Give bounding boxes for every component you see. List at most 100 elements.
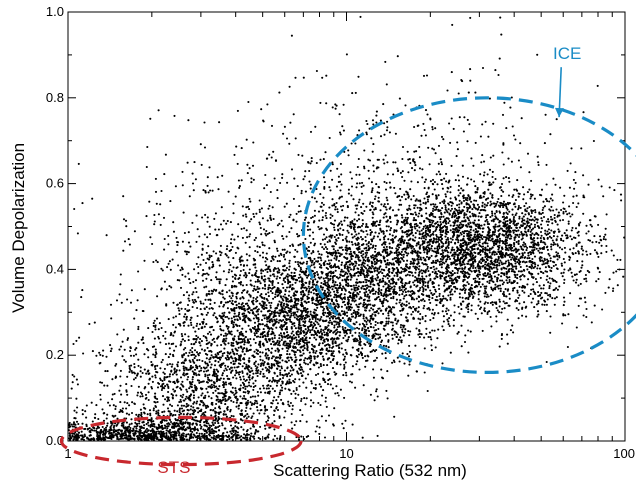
data-point: [306, 363, 310, 366]
data-point: [284, 360, 287, 363]
data-point: [160, 421, 163, 425]
data-point: [341, 279, 344, 282]
data-point: [287, 400, 290, 403]
data-point: [305, 281, 308, 284]
data-point: [187, 375, 190, 379]
data-point: [264, 427, 267, 430]
data-point: [217, 425, 220, 429]
data-point: [270, 312, 273, 315]
data-point: [197, 296, 200, 299]
data-point: [191, 366, 194, 369]
data-point: [154, 368, 157, 371]
data-point: [105, 417, 108, 420]
data-point: [288, 339, 292, 343]
data-point: [151, 380, 154, 383]
data-point: [356, 291, 359, 295]
data-point: [179, 436, 182, 439]
data-point: [412, 265, 415, 268]
data-point: [245, 363, 248, 366]
data-point: [200, 340, 203, 343]
data-point: [239, 341, 242, 344]
data-point: [225, 383, 228, 386]
data-point: [221, 432, 225, 435]
data-point: [318, 262, 321, 266]
data-point: [267, 416, 270, 419]
data-point: [430, 247, 433, 250]
data-point: [340, 310, 344, 313]
data-point: [363, 331, 366, 334]
data-point: [128, 423, 131, 426]
data-point: [360, 266, 363, 269]
data-point: [283, 293, 287, 296]
data-point: [379, 238, 382, 241]
data-point: [224, 413, 227, 416]
data-point: [166, 407, 170, 410]
data-point: [140, 413, 143, 416]
data-point: [240, 402, 243, 405]
data-point: [309, 259, 312, 262]
data-point: [266, 415, 269, 418]
data-point: [342, 336, 345, 340]
data-point: [363, 342, 366, 346]
data-point: [327, 324, 330, 327]
data-point: [365, 271, 369, 274]
data-point: [106, 422, 109, 425]
data-point: [202, 404, 205, 407]
data-point: [201, 380, 204, 383]
data-point: [298, 385, 301, 388]
data-point: [76, 434, 79, 437]
data-point: [306, 260, 309, 263]
data-point: [207, 369, 210, 372]
data-point: [208, 350, 211, 353]
data-point: [201, 413, 204, 416]
data-point: [354, 230, 357, 233]
data-point: [221, 228, 224, 231]
data-point: [242, 386, 245, 389]
data-point: [269, 290, 272, 293]
data-point: [323, 338, 326, 341]
data-point: [344, 371, 348, 374]
data-point: [314, 383, 317, 386]
data-point: [167, 425, 170, 428]
data-point: [135, 427, 138, 430]
data-point: [339, 189, 342, 192]
data-point: [231, 294, 234, 297]
data-point: [137, 430, 140, 433]
data-point: [250, 432, 253, 435]
data-point: [237, 365, 240, 368]
data-point: [199, 423, 202, 427]
data-point: [125, 436, 128, 439]
data-point: [169, 353, 172, 356]
data-point: [241, 340, 244, 343]
data-point: [374, 231, 377, 234]
data-point: [311, 302, 314, 305]
data-point: [418, 265, 421, 268]
data-point: [341, 422, 344, 425]
data-point: [225, 358, 228, 361]
data-point: [335, 328, 338, 331]
data-point: [369, 282, 372, 286]
data-point: [289, 310, 292, 313]
data-point: [214, 360, 217, 363]
data-point: [245, 348, 248, 351]
data-point: [147, 372, 150, 376]
data-point: [194, 416, 197, 419]
data-point: [326, 334, 329, 337]
data-point: [149, 425, 152, 428]
data-point: [343, 297, 347, 301]
data-point: [137, 385, 140, 388]
data-point: [342, 312, 345, 316]
data-point: [288, 268, 291, 271]
data-point: [287, 347, 290, 350]
data-point: [208, 307, 211, 310]
data-point: [139, 408, 142, 411]
data-point: [327, 259, 330, 262]
data-point: [247, 299, 250, 302]
data-point: [288, 353, 291, 356]
data-point: [203, 413, 206, 416]
data-point: [234, 360, 237, 363]
data-point: [281, 225, 285, 228]
data-point: [278, 254, 281, 257]
data-point: [178, 413, 181, 416]
data-point: [254, 341, 257, 344]
